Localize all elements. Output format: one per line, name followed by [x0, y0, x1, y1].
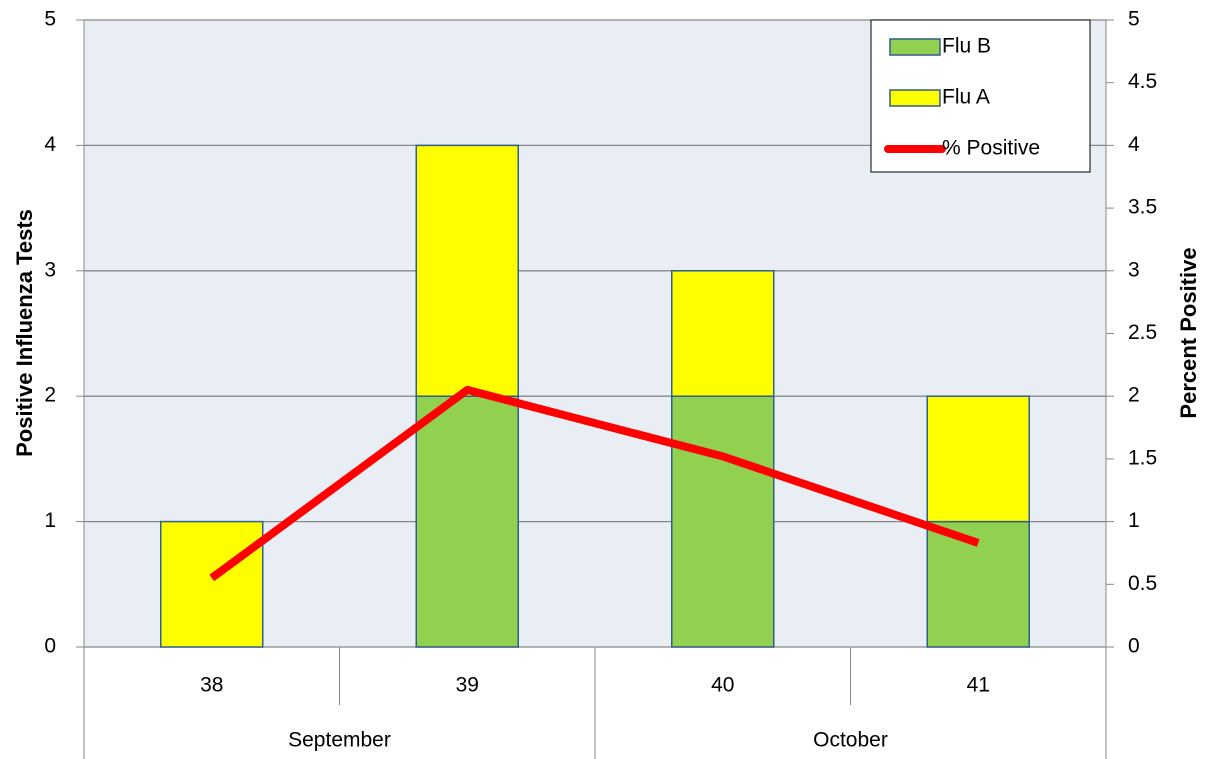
- bar: [160, 520, 264, 648]
- y-tick-label: 1: [44, 509, 56, 532]
- x-tick-label: 39: [456, 674, 479, 697]
- legend-label: % Positive: [942, 137, 1040, 160]
- bar: [926, 395, 1030, 523]
- y-tick-label: 5: [44, 8, 56, 31]
- y2-tick-label: 2: [1128, 384, 1140, 407]
- bar: [415, 395, 519, 648]
- legend-label: Flu B: [942, 35, 991, 58]
- y-axis-title: Positive Influenza Tests: [12, 209, 37, 457]
- y-tick-label: 0: [44, 635, 56, 658]
- y2-tick-label: 1: [1128, 509, 1140, 532]
- legend-swatch: [889, 89, 941, 107]
- x-group-label: September: [288, 729, 391, 752]
- y2-tick-label: 5: [1128, 8, 1140, 31]
- y2-axis-title: Percent Positive: [1176, 247, 1201, 418]
- bar: [671, 270, 775, 397]
- y2-tick-label: 3: [1128, 258, 1140, 281]
- x-tick-label: 38: [200, 674, 223, 697]
- x-tick-label: 40: [711, 674, 734, 697]
- y2-tick-label: 3.5: [1128, 196, 1157, 219]
- y2-tick-label: 0.5: [1128, 572, 1157, 595]
- line: [209, 385, 980, 582]
- bar: [415, 144, 519, 397]
- y2-tick-label: 1.5: [1128, 446, 1157, 469]
- legend-swatch: [889, 38, 941, 56]
- y2-tick-label: 4: [1128, 133, 1140, 156]
- legend-label: Flu A: [942, 86, 990, 109]
- y2-tick-label: 2.5: [1128, 321, 1157, 344]
- x-tick-label: 41: [967, 674, 990, 697]
- y-tick-label: 3: [44, 258, 56, 281]
- bar: [671, 395, 775, 648]
- y-tick-label: 4: [44, 133, 56, 156]
- y2-tick-label: 4.5: [1128, 70, 1157, 93]
- x-group-label: October: [813, 729, 888, 752]
- y2-tick-label: 0: [1128, 635, 1140, 658]
- y-tick-label: 2: [44, 384, 56, 407]
